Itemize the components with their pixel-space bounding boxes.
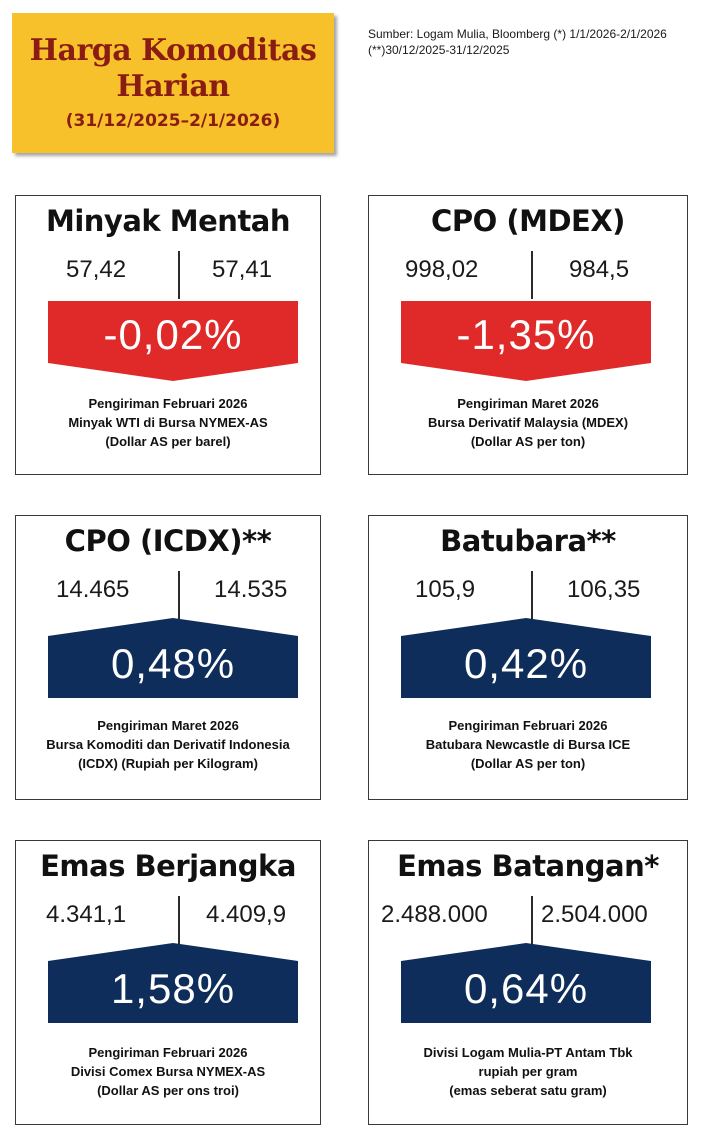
commodity-card-emas-batangan: Emas Batangan* 2.488.000 2.504.000 0,64%…	[368, 840, 688, 1125]
previous-value: 4.341,1	[46, 901, 127, 928]
title-box: Harga Komoditas Harian (31/12/2025–2/1/2…	[12, 13, 334, 153]
card-description: Divisi Logam Mulia-PT Antam Tbk rupiah p…	[369, 1043, 687, 1100]
change-percent: -0,02%	[103, 311, 243, 358]
down-arrow-shape	[48, 301, 298, 381]
down-arrow-shape	[401, 301, 651, 381]
change-badge-down: -0,02%	[48, 301, 298, 381]
change-badge-up: 0,48%	[48, 618, 298, 698]
commodity-card-cpo-icdx: CPO (ICDX)** 14.465 14.535 0,48% Pengiri…	[15, 515, 321, 800]
commodity-name: Emas Batangan*	[397, 849, 659, 883]
previous-value: 998,02	[405, 256, 479, 283]
commodity-name: Emas Berjangka	[40, 849, 296, 883]
current-value: 14.535	[214, 576, 288, 603]
change-percent: -1,35%	[456, 311, 596, 358]
change-percent: 0,64%	[463, 965, 589, 1012]
previous-value: 57,42	[66, 256, 127, 283]
commodity-name: CPO (ICDX)**	[64, 524, 272, 558]
desc-line: Pengiriman Maret 2026	[97, 718, 239, 733]
desc-line: Divisi Comex Bursa NYMEX-AS	[70, 1064, 266, 1079]
desc-line: Pengiriman Februari 2026	[88, 1045, 248, 1060]
change-percent: 0,48%	[110, 640, 236, 687]
source-note: Sumber: Logam Mulia, Bloomberg (*) 1/1/2…	[368, 27, 667, 57]
commodity-card-batubara: Batubara** 105,9 106,35 0,42% Pengiriman…	[368, 515, 688, 800]
card-description: Pengiriman Maret 2026 Bursa Komoditi dan…	[16, 716, 320, 773]
desc-line: Bursa Komoditi dan Derivatif Indonesia	[46, 737, 290, 752]
date-range: (31/12/2025–2/1/2026)	[65, 111, 281, 131]
card-description: Pengiriman Februari 2026 Divisi Comex Bu…	[16, 1043, 320, 1100]
commodity-card-minyak-mentah: Minyak Mentah 57,42 57,41 -0,02% Pengiri…	[15, 195, 321, 475]
desc-line: Pengiriman Februari 2026	[88, 396, 248, 411]
change-badge-down: -1,35%	[401, 301, 651, 381]
current-value: 4.409,9	[206, 901, 287, 928]
value-divider	[178, 571, 180, 619]
commodity-name: Batubara**	[440, 524, 616, 558]
value-divider	[178, 251, 180, 299]
desc-line: (Dollar AS per barel)	[105, 434, 231, 449]
change-percent: 0,42%	[463, 640, 589, 687]
card-description: Pengiriman Februari 2026 Batubara Newcas…	[369, 716, 687, 773]
current-value: 984,5	[569, 256, 630, 283]
change-badge-up: 1,58%	[48, 943, 298, 1023]
desc-line: (Dollar AS per ons troi)	[97, 1083, 239, 1098]
desc-line: Divisi Logam Mulia-PT Antam Tbk	[423, 1045, 633, 1060]
previous-value: 105,9	[415, 576, 476, 603]
current-value: 2.504.000	[541, 901, 648, 928]
value-divider	[531, 896, 533, 944]
up-arrow-shape	[48, 618, 298, 698]
previous-value: 14.465	[56, 576, 130, 603]
previous-value: 2.488.000	[381, 901, 488, 928]
desc-line: Bursa Derivatif Malaysia (MDEX)	[427, 415, 629, 430]
up-arrow-shape	[48, 943, 298, 1023]
desc-line: Batubara Newcastle di Bursa ICE	[425, 737, 631, 752]
up-arrow-shape	[401, 618, 651, 698]
commodity-card-cpo-mdex: CPO (MDEX) 998,02 984,5 -1,35% Pengirima…	[368, 195, 688, 475]
up-arrow-shape	[401, 943, 651, 1023]
desc-line: (emas seberat satu gram)	[449, 1083, 607, 1098]
desc-line: Minyak WTI di Bursa NYMEX-AS	[68, 415, 268, 430]
change-badge-up: 0,42%	[401, 618, 651, 698]
card-description: Pengiriman Maret 2026 Bursa Derivatif Ma…	[369, 394, 687, 451]
change-badge-up: 0,64%	[401, 943, 651, 1023]
commodity-card-emas-berjangka: Emas Berjangka 4.341,1 4.409,9 1,58% Pen…	[15, 840, 321, 1125]
card-description: Pengiriman Februari 2026 Minyak WTI di B…	[16, 394, 320, 451]
desc-line: rupiah per gram	[478, 1064, 578, 1079]
value-divider	[178, 896, 180, 944]
value-divider	[531, 571, 533, 619]
desc-line: (Dollar AS per ton)	[470, 756, 586, 771]
desc-line: Pengiriman Maret 2026	[457, 396, 599, 411]
commodity-name: Minyak Mentah	[45, 204, 291, 238]
value-divider	[531, 251, 533, 299]
desc-line: (ICDX) (Rupiah per Kilogram)	[78, 756, 258, 771]
desc-line: (Dollar AS per ton)	[470, 434, 586, 449]
commodity-name: CPO (MDEX)	[431, 204, 625, 238]
title-line-2: Harian	[116, 69, 230, 104]
change-percent: 1,58%	[110, 965, 236, 1012]
title-line-1: Harga Komoditas	[29, 33, 317, 68]
desc-line: Pengiriman Februari 2026	[448, 718, 608, 733]
current-value: 57,41	[212, 256, 273, 283]
current-value: 106,35	[567, 576, 641, 603]
